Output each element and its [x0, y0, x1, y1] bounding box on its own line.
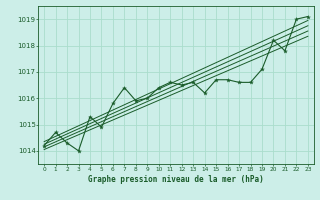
X-axis label: Graphe pression niveau de la mer (hPa): Graphe pression niveau de la mer (hPa) — [88, 175, 264, 184]
